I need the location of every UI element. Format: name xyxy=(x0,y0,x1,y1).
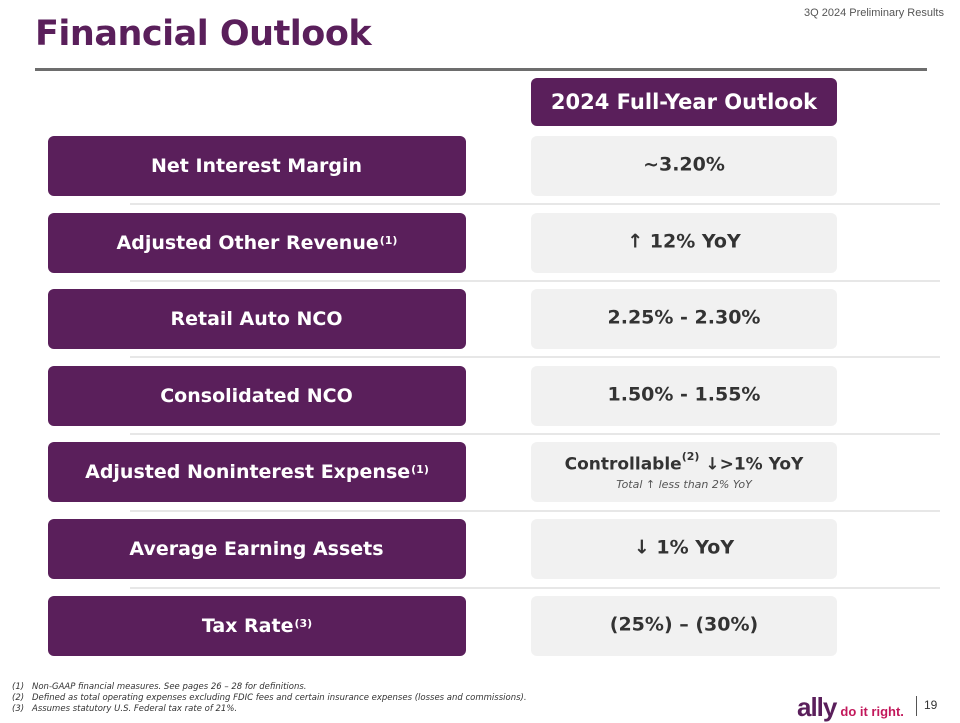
row-value: 2.25% - 2.30% xyxy=(531,289,837,349)
footnote: (2) Defined as total operating expenses e… xyxy=(12,693,527,703)
title-divider xyxy=(35,68,927,71)
ally-logo: ally do it right. xyxy=(797,692,904,723)
row-divider xyxy=(130,203,940,205)
row-label: Retail Auto NCO xyxy=(48,289,466,349)
row-label: Average Earning Assets xyxy=(48,519,466,579)
page-number: 19 xyxy=(924,698,938,712)
row-divider xyxy=(130,510,940,512)
outlook-row: Adjusted Noninterest Expense (1) Controll… xyxy=(0,442,960,502)
row-label: Consolidated NCO xyxy=(48,366,466,426)
row-divider xyxy=(130,433,940,435)
outlook-row: Average Earning Assets ↓ 1% YoY xyxy=(0,519,960,579)
row-value: 1.50% - 1.55% xyxy=(531,366,837,426)
footnotes: (1) Non-GAAP financial measures. See page… xyxy=(12,682,527,715)
row-divider xyxy=(130,280,940,282)
outlook-row: Tax Rate (3) (25%) – (30%) xyxy=(0,596,960,656)
row-divider xyxy=(130,587,940,589)
row-value: Controllable(2) ↓>1% YoY Total ↑ less tha… xyxy=(531,442,837,502)
footnote: (1) Non-GAAP financial measures. See page… xyxy=(12,682,307,692)
outlook-row: Adjusted Other Revenue (1) ↑ 12% YoY xyxy=(0,213,960,273)
row-label: Tax Rate (3) xyxy=(48,596,466,656)
column-header: 2024 Full-Year Outlook xyxy=(531,78,837,126)
page-title: Financial Outlook xyxy=(35,14,372,54)
outlook-row: Consolidated NCO 1.50% - 1.55% xyxy=(0,366,960,426)
row-value: (25%) – (30%) xyxy=(531,596,837,656)
footnote: (3) Assumes statutory U.S. Federal tax ra… xyxy=(12,704,238,714)
footer-divider xyxy=(916,696,917,716)
row-value: ↓ 1% YoY xyxy=(531,519,837,579)
outlook-row: Retail Auto NCO 2.25% - 2.30% xyxy=(0,289,960,349)
slide-tag: 3Q 2024 Preliminary Results xyxy=(803,7,944,19)
row-divider xyxy=(130,356,940,358)
logo-tagline: do it right. xyxy=(840,704,904,719)
row-label: Net Interest Margin xyxy=(48,136,466,196)
row-value: ↑ 12% YoY xyxy=(531,213,837,273)
outlook-row: Net Interest Margin ~3.20% xyxy=(0,136,960,196)
row-value: ~3.20% xyxy=(531,136,837,196)
row-label: Adjusted Noninterest Expense (1) xyxy=(48,442,466,502)
row-label: Adjusted Other Revenue (1) xyxy=(48,213,466,273)
logo-wordmark: ally xyxy=(797,692,837,722)
